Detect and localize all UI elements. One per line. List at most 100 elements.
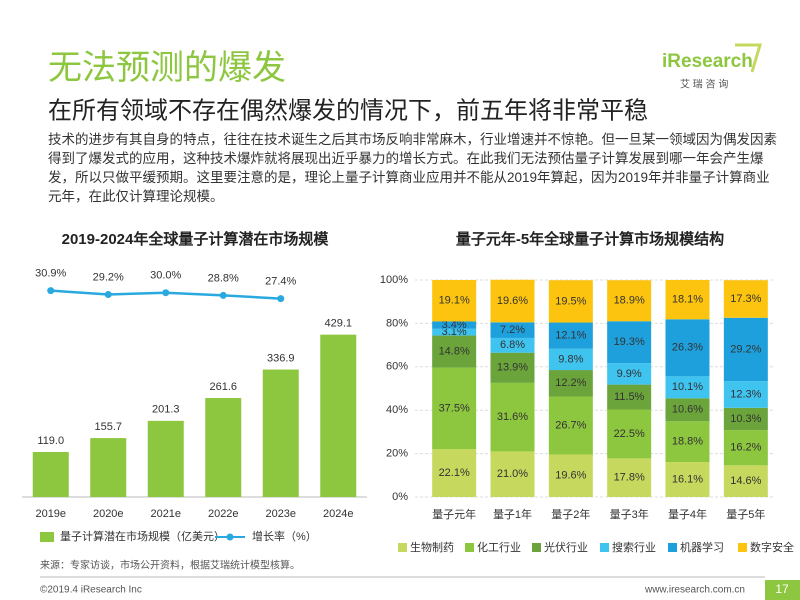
- bar-segment: [665, 376, 710, 399]
- bar-segment: [548, 370, 593, 397]
- value-label: 19.1%: [439, 295, 470, 307]
- legend-swatch: [40, 532, 54, 542]
- logo-sub: 艾 瑞 咨 询: [680, 78, 728, 91]
- value-label: 119.0: [37, 435, 64, 447]
- bar-segment: [490, 322, 535, 338]
- legend-label: 光伏行业: [544, 540, 588, 554]
- value-label: 12.2%: [555, 377, 586, 389]
- legend-swatch: [738, 543, 747, 552]
- value-label: 17.3%: [730, 293, 761, 305]
- bar-segment: [607, 384, 652, 410]
- legend-label: 搜索行业: [612, 540, 656, 554]
- value-label: 3.4%: [442, 319, 467, 331]
- value-label: 18.9%: [614, 295, 645, 307]
- bar-segment: [548, 454, 593, 497]
- bar-segment: [490, 337, 535, 353]
- bar-segment: [665, 280, 710, 320]
- legend-marker: [226, 533, 234, 541]
- logo: iResearch: [662, 51, 753, 72]
- y-tick-label: 20%: [386, 448, 408, 460]
- value-label: 14.8%: [439, 346, 470, 358]
- bar-segment: [723, 430, 768, 466]
- value-label: 18.8%: [672, 436, 703, 448]
- y-tick-label: 60%: [386, 361, 408, 373]
- growth-point: [162, 289, 170, 297]
- slide-subtitle: 在所有领域不存在偶然爆发的情况下，前五年将非常平稳: [48, 97, 648, 124]
- page-badge: [765, 580, 800, 600]
- value-label: 10.3%: [730, 413, 761, 425]
- value-label: 21.0%: [497, 468, 528, 480]
- value-label: 19.5%: [555, 295, 586, 307]
- bar-segment: [607, 280, 652, 322]
- x-tick-label: 量子5年: [726, 507, 765, 521]
- value-label: 29.2%: [93, 271, 124, 283]
- x-tick-label: 2020e: [93, 508, 124, 520]
- bar-segment: [490, 451, 535, 497]
- growth-point: [47, 287, 55, 295]
- y-tick-label: 40%: [386, 404, 408, 416]
- value-label: 3.1%: [442, 326, 467, 338]
- x-tick-label: 2022e: [208, 508, 239, 520]
- bar-segment: [723, 317, 768, 382]
- x-tick-label: 量子2年: [551, 507, 590, 521]
- legend-label: 增长率（%）: [252, 529, 317, 543]
- bar: [147, 420, 184, 497]
- value-label: 19.6%: [497, 295, 528, 307]
- value-label: 29.2%: [730, 343, 761, 355]
- x-tick-label: 2024e: [323, 508, 354, 520]
- slide-title: 无法预测的爆发: [48, 49, 286, 87]
- y-tick-label: 0%: [392, 491, 408, 503]
- value-label: 7.2%: [500, 324, 525, 336]
- legend-label: 数字安全: [750, 540, 794, 554]
- value-label: 22.1%: [439, 467, 470, 479]
- growth-point: [104, 291, 112, 299]
- value-label: 9.8%: [558, 353, 583, 365]
- value-label: 37.5%: [439, 402, 470, 414]
- bar-segment: [432, 449, 477, 497]
- bar-segment: [490, 279, 535, 323]
- value-label: 6.8%: [500, 339, 525, 351]
- bar: [90, 438, 127, 497]
- value-label: 14.6%: [730, 475, 761, 487]
- x-tick-label: 2019e: [35, 508, 66, 520]
- bar-segment: [432, 335, 477, 368]
- legend-swatch: [398, 543, 407, 552]
- bar-segment: [548, 396, 593, 455]
- bar-segment: [490, 382, 535, 452]
- logo-bracket: [735, 43, 763, 73]
- bar-segment: [607, 458, 652, 497]
- x-tick-label: 2021e: [150, 508, 181, 520]
- value-label: 155.7: [94, 421, 122, 433]
- legend-swatch: [465, 543, 474, 552]
- value-label: 201.3: [152, 404, 180, 416]
- y-tick-label: 100%: [380, 274, 408, 286]
- bar-segment: [607, 321, 652, 364]
- bar-segment: [665, 398, 710, 422]
- value-label: 26.7%: [555, 419, 586, 431]
- bar-segment: [665, 462, 710, 497]
- value-label: 16.1%: [672, 473, 703, 485]
- legend-swatch: [600, 543, 609, 552]
- value-label: 31.6%: [497, 411, 528, 423]
- bar: [32, 451, 69, 497]
- body-text: 技术的进步有其自身的特点，往往在技术诞生之后其市场反响非常麻木，行业增速并不惊艳…: [48, 132, 777, 204]
- footer-left: ©2019.4 iResearch Inc: [40, 585, 142, 596]
- bar-segment: [607, 363, 652, 385]
- growth-point: [277, 295, 285, 303]
- value-label: 261.6: [209, 381, 237, 393]
- bar-segment: [723, 381, 768, 408]
- legend-label: 生物制药: [410, 540, 454, 554]
- bar: [262, 369, 299, 497]
- value-label: 28.8%: [208, 272, 239, 284]
- value-label: 336.9: [267, 352, 295, 364]
- chart-title: 量子元年-5年全球量子计算市场规模结构: [456, 230, 724, 248]
- bar-segment: [432, 328, 477, 336]
- x-tick-label: 2023e: [265, 508, 296, 520]
- x-tick-label: 量子3年: [610, 507, 649, 521]
- bar-segment: [548, 322, 593, 349]
- value-label: 12.3%: [730, 388, 761, 400]
- value-label: 10.6%: [672, 404, 703, 416]
- bar-segment: [432, 367, 477, 450]
- value-label: 16.2%: [730, 442, 761, 454]
